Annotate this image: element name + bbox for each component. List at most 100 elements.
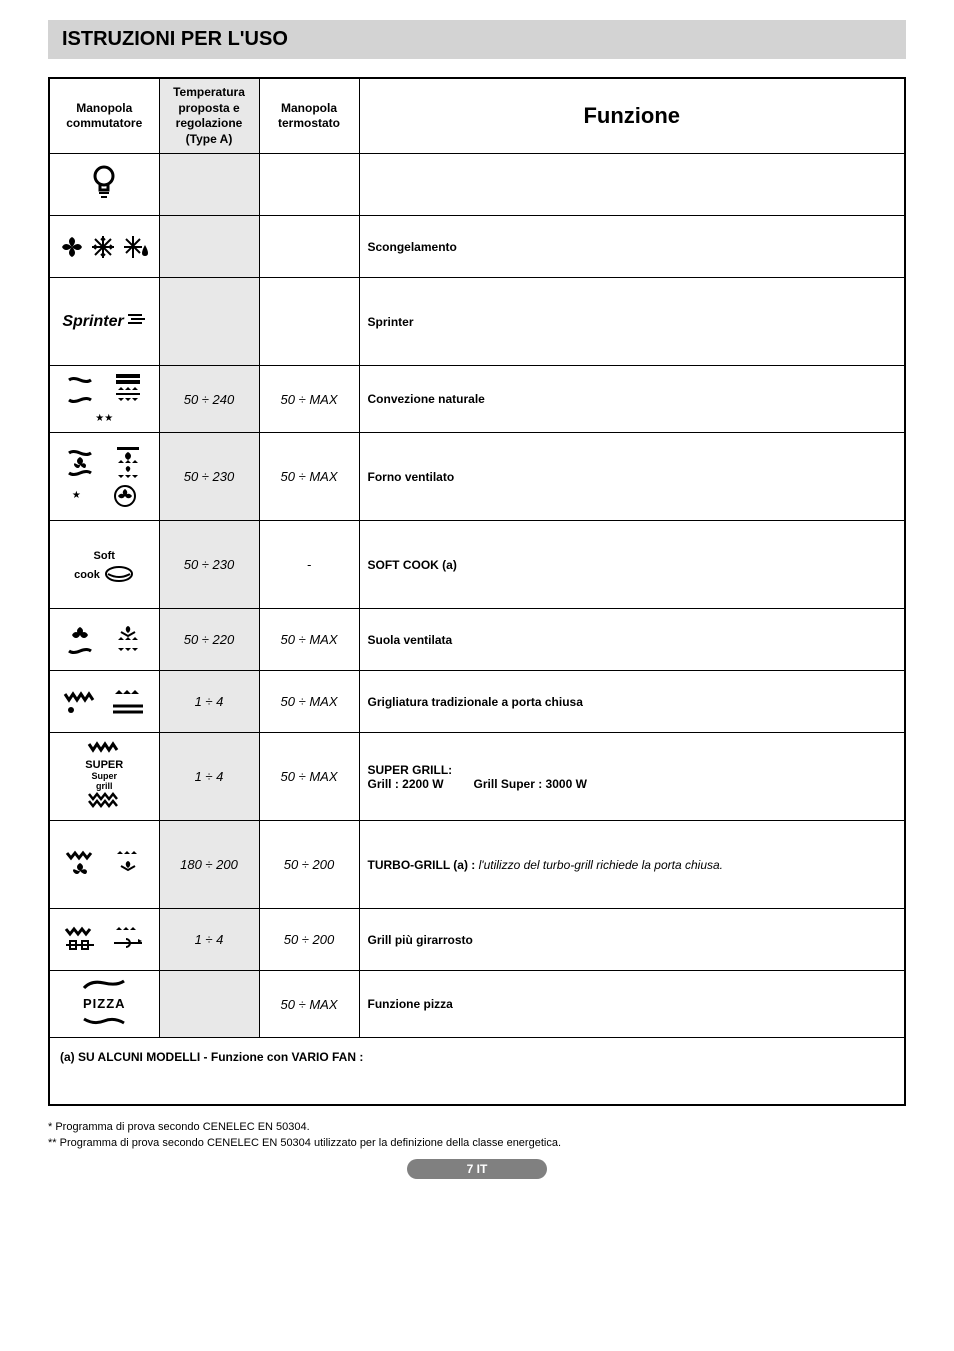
fan-icon [60, 235, 84, 259]
supergrill-g2: Grill Super : 3000 W [474, 777, 587, 791]
table-row [49, 154, 905, 216]
temp-cell: 50 ÷ 230 [159, 433, 259, 521]
page-title: ISTRUZIONI PER L'USO [62, 28, 892, 51]
termo-cell: 50 ÷ MAX [259, 971, 359, 1038]
table-row: Scongelamento [49, 216, 905, 278]
temp-cell: 50 ÷ 240 [159, 366, 259, 433]
supergrill-g1: Grill : 2200 W [368, 777, 444, 791]
funz-cell: Suola ventilata [359, 609, 905, 671]
grill-zigzag-icon [87, 740, 121, 754]
temp-cell: 180 ÷ 200 [159, 821, 259, 909]
termo-cell: 50 ÷ MAX [259, 671, 359, 733]
grill-fan-arrows-icon [113, 849, 143, 881]
single-star-note: ★ [72, 490, 81, 501]
super-text-icon: SUPER [58, 759, 151, 771]
fan-arrows-icon [114, 624, 142, 656]
termo-cell [259, 216, 359, 278]
light-icon [90, 164, 118, 200]
fan-heat-bars-icon [114, 446, 142, 480]
termo-cell: 50 ÷ 200 [259, 909, 359, 971]
rotisserie-arrows-icon [112, 925, 144, 955]
icon-cell-turbogrill [49, 821, 159, 909]
grill-fan-icon [65, 849, 95, 881]
icon-cell-fanoven: ★ [49, 433, 159, 521]
temp-cell: 1 ÷ 4 [159, 909, 259, 971]
header-temperatura: Temperatura proposta e regolazione (Type… [159, 78, 259, 154]
table-row: SUPER Supergrill 1 ÷ 4 50 ÷ MAX SUPER GR… [49, 733, 905, 821]
table-row: 180 ÷ 200 50 ÷ 200 TURBO-GRILL (a) : l'u… [49, 821, 905, 909]
table-row: 1 ÷ 4 50 ÷ 200 Grill più girarrosto [49, 909, 905, 971]
supergrill-title: SUPER GRILL: [368, 763, 897, 777]
temp-cell [159, 971, 259, 1038]
header-funzione: Funzione [359, 78, 905, 154]
table-row: PIZZA 50 ÷ MAX Funzione pizza [49, 971, 905, 1038]
temp-cell [159, 278, 259, 366]
table-row: Softcook 50 ÷ 230 - SOFT COOK (a) [49, 521, 905, 609]
termo-cell: 50 ÷ MAX [259, 609, 359, 671]
header-termostato: Manopola termostato [259, 78, 359, 154]
funz-cell: SOFT COOK (a) [359, 521, 905, 609]
funz-cell: Sprinter [359, 278, 905, 366]
heat-bars-icon [113, 372, 143, 408]
footnote-cell: (a) SU ALCUNI MODELLI - Funzione con VAR… [49, 1038, 905, 1106]
temp-cell: 50 ÷ 220 [159, 609, 259, 671]
functions-table: Manopola commutatore Temperatura propost… [48, 77, 906, 1106]
grill-rotisserie-icon [64, 925, 96, 955]
termo-cell: - [259, 521, 359, 609]
icon-cell-convection: ★★ [49, 366, 159, 433]
funz-cell: Convezione naturale [359, 366, 905, 433]
icon-cell-light [49, 154, 159, 216]
page-title-bar: ISTRUZIONI PER L'USO [48, 20, 906, 59]
supergrill-small-text: Supergrill [58, 771, 151, 791]
table-row: ★ 50 ÷ 230 50 ÷ MAX Forno ventilato [49, 433, 905, 521]
icon-cell-fanbottom [49, 609, 159, 671]
termo-cell [259, 154, 359, 216]
pizza-text-icon: PIZZA [83, 996, 126, 1011]
icon-cell-rotisserie [49, 909, 159, 971]
pizza-top-icon [79, 978, 129, 990]
funz-cell: Grigliatura tradizionale a porta chiusa [359, 671, 905, 733]
icon-cell-softcook: Softcook [49, 521, 159, 609]
snowflake-icon [91, 235, 115, 259]
double-star-note: ★★ [95, 413, 113, 424]
double-zigzag-icon [87, 791, 121, 809]
termo-cell: 50 ÷ 200 [259, 821, 359, 909]
funz-cell-supergrill: SUPER GRILL: Grill : 2200 W Grill Super … [359, 733, 905, 821]
fan-bottom-icon [66, 449, 94, 477]
footnote-row: (a) SU ALCUNI MODELLI - Funzione con VAR… [49, 1038, 905, 1106]
header-commutatore: Manopola commutatore [49, 78, 159, 154]
topbottom-heat-icon [65, 376, 95, 404]
grill-arrows-icon [111, 688, 145, 716]
temp-cell: 1 ÷ 4 [159, 733, 259, 821]
temp-cell: 50 ÷ 230 [159, 521, 259, 609]
icon-cell-supergrill: SUPER Supergrill [49, 733, 159, 821]
snowflake-drop-icon [123, 235, 149, 259]
turbogrill-label: TURBO-GRILL (a) : [368, 858, 479, 872]
footnote-1: * Programma di prova secondo CENELEC EN … [48, 1120, 906, 1135]
page-number-wrap: 7 IT [48, 1159, 906, 1179]
turbogrill-desc: l'utilizzo del turbo-grill richiede la p… [479, 858, 723, 872]
fan-circle-icon [113, 484, 137, 508]
dish-icon [104, 564, 134, 584]
termo-cell: 50 ÷ MAX [259, 433, 359, 521]
icon-cell-grill [49, 671, 159, 733]
footnote-2: ** Programma di prova secondo CENELEC EN… [48, 1136, 906, 1151]
funz-cell: Funzione pizza [359, 971, 905, 1038]
icon-cell-pizza: PIZZA [49, 971, 159, 1038]
funz-cell [359, 154, 905, 216]
termo-cell: 50 ÷ MAX [259, 733, 359, 821]
grill-zigzag-icon [63, 688, 97, 716]
temp-cell [159, 154, 259, 216]
table-row: Sprinter Sprinter [49, 278, 905, 366]
temp-cell: 1 ÷ 4 [159, 671, 259, 733]
termo-cell: 50 ÷ MAX [259, 366, 359, 433]
icon-cell-sprinter: Sprinter [49, 278, 159, 366]
page-footnotes: * Programma di prova secondo CENELEC EN … [48, 1120, 906, 1151]
funz-cell-turbogrill: TURBO-GRILL (a) : l'utilizzo del turbo-g… [359, 821, 905, 909]
funz-cell: Forno ventilato [359, 433, 905, 521]
sprinter-icon: Sprinter [62, 313, 123, 330]
pizza-bottom-icon [79, 1016, 129, 1026]
table-row: 50 ÷ 220 50 ÷ MAX Suola ventilata [49, 609, 905, 671]
header-row: Manopola commutatore Temperatura propost… [49, 78, 905, 154]
funz-cell: Scongelamento [359, 216, 905, 278]
